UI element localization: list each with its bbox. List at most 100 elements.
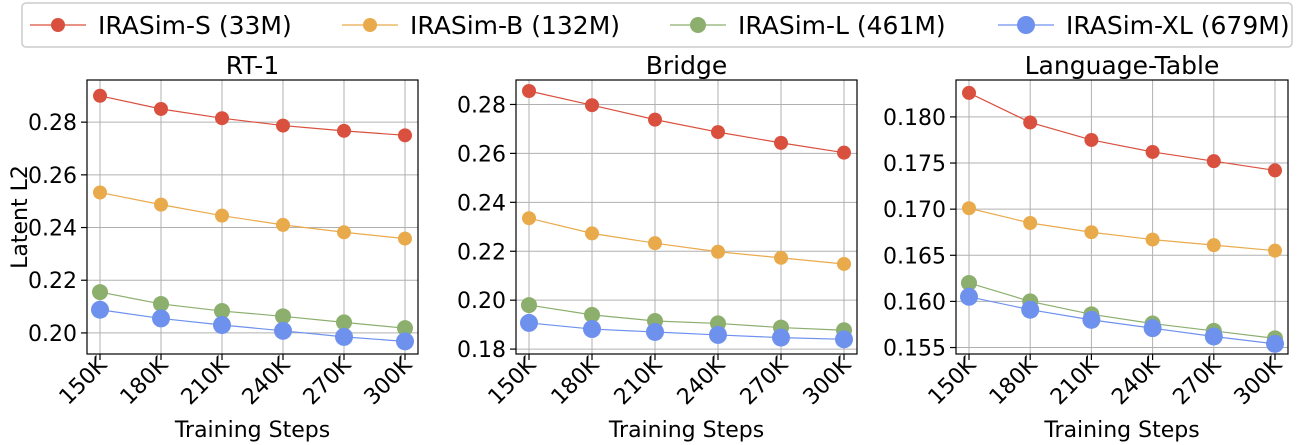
data-point xyxy=(335,327,353,346)
data-point xyxy=(1084,132,1099,147)
data-point xyxy=(835,330,853,349)
data-point xyxy=(648,236,662,251)
data-point xyxy=(91,300,109,319)
x-tick-label: 210K xyxy=(1046,352,1104,410)
x-tick-label: 300K xyxy=(360,352,418,410)
data-point xyxy=(585,226,599,241)
legend-marker xyxy=(1017,16,1035,34)
series-line xyxy=(528,90,845,154)
y-tick-label: 0.180 xyxy=(883,106,946,131)
legend-marker xyxy=(690,17,706,33)
x-tick-label: 300K xyxy=(1230,352,1288,410)
series-irasim-xl-679m xyxy=(960,287,1284,353)
data-point xyxy=(274,321,292,340)
data-point xyxy=(774,250,788,265)
series-irasim-l-461m xyxy=(521,297,852,339)
x-tick-label: 270K xyxy=(736,352,794,410)
y-tick-label: 0.20 xyxy=(28,322,77,347)
series-line xyxy=(99,309,406,342)
series-irasim-xl-679m xyxy=(520,313,853,349)
y-tick-label: 0.20 xyxy=(457,289,506,314)
data-point xyxy=(709,325,727,344)
legend-frame xyxy=(21,2,1293,48)
x-tick-label: 240K xyxy=(238,352,296,410)
legend-item-irasim-s-33m: IRASim-S (33M) xyxy=(30,11,292,40)
x-tick-label: 240K xyxy=(673,352,731,410)
data-point xyxy=(275,308,291,325)
x-tick-label: 150K xyxy=(55,352,113,410)
data-point xyxy=(1268,163,1282,178)
legend-label: IRASim-XL (679M) xyxy=(1066,11,1290,40)
data-point xyxy=(648,112,662,127)
legend: IRASim-S (33M) IRASim-B (132M) IRASim-L (4… xyxy=(21,2,1293,48)
chart-title: Bridge xyxy=(646,51,728,80)
data-point xyxy=(398,231,412,246)
y-tick-label: 0.18 xyxy=(457,338,506,363)
series-line xyxy=(99,291,406,329)
x-tick-label: 240K xyxy=(1107,352,1165,410)
data-point xyxy=(772,328,790,347)
x-axis-label: Training Steps xyxy=(1043,418,1199,443)
data-point xyxy=(520,313,538,332)
y-tick-label: 0.175 xyxy=(883,152,946,177)
y-tick-label: 0.24 xyxy=(28,217,77,242)
plot-frame xyxy=(955,79,1289,355)
data-point xyxy=(522,84,536,99)
data-point xyxy=(1206,154,1221,169)
data-point xyxy=(1084,225,1099,240)
data-point xyxy=(711,125,725,140)
data-point xyxy=(585,98,599,113)
legend-marker xyxy=(51,18,65,32)
data-point xyxy=(1143,319,1162,338)
data-point xyxy=(962,201,976,216)
x-tick-label: 210K xyxy=(177,352,235,410)
y-tick-label: 0.170 xyxy=(883,198,946,223)
data-point xyxy=(337,123,351,138)
x-axis-label: Training Steps xyxy=(174,418,330,443)
x-tick-label: 300K xyxy=(799,352,857,410)
y-tick-label: 0.24 xyxy=(457,191,506,216)
series-irasim-s-33m xyxy=(93,88,412,143)
x-tick-label: 270K xyxy=(1168,352,1226,410)
data-point xyxy=(276,118,290,133)
y-tick-label: 0.28 xyxy=(28,111,77,136)
data-point xyxy=(960,287,978,306)
series-irasim-b-132m xyxy=(962,201,1282,258)
data-point xyxy=(711,244,725,259)
data-point xyxy=(1082,310,1101,329)
y-tick-label: 0.26 xyxy=(457,142,506,167)
y-tick-label: 0.165 xyxy=(883,244,946,269)
series-irasim-s-33m xyxy=(962,85,1282,178)
data-point xyxy=(521,297,537,314)
series-irasim-xl-679m xyxy=(91,300,414,351)
y-tick-label: 0.160 xyxy=(883,290,946,315)
data-point xyxy=(215,208,229,223)
series-line xyxy=(528,304,845,331)
series-irasim-s-33m xyxy=(522,84,851,160)
x-tick-label: 270K xyxy=(299,352,357,410)
series-line xyxy=(968,92,1276,172)
data-point xyxy=(646,322,664,341)
data-point xyxy=(276,217,290,232)
legend-marker xyxy=(363,18,377,32)
data-point xyxy=(215,111,229,126)
data-point xyxy=(398,128,412,143)
data-point xyxy=(152,309,170,328)
y-tick-label: 0.155 xyxy=(883,337,946,362)
data-point xyxy=(961,274,977,291)
data-point xyxy=(92,284,108,301)
y-tick-label: 0.26 xyxy=(28,164,77,189)
y-tick-label: 0.22 xyxy=(28,269,77,294)
data-point xyxy=(337,225,351,240)
series-line xyxy=(968,296,1276,345)
series-line xyxy=(99,95,406,136)
chart-title: Language-Table xyxy=(1025,51,1220,80)
data-point xyxy=(837,256,851,271)
data-point xyxy=(153,295,169,312)
data-point xyxy=(93,185,107,200)
chart-rt-1: 0.20 0.22 0.24 0.26 0.28 150K 180K 210K 240K 270K… xyxy=(8,51,419,443)
legend-label: IRASim-B (132M) xyxy=(410,11,620,40)
y-tick-label: 0.22 xyxy=(457,240,506,265)
